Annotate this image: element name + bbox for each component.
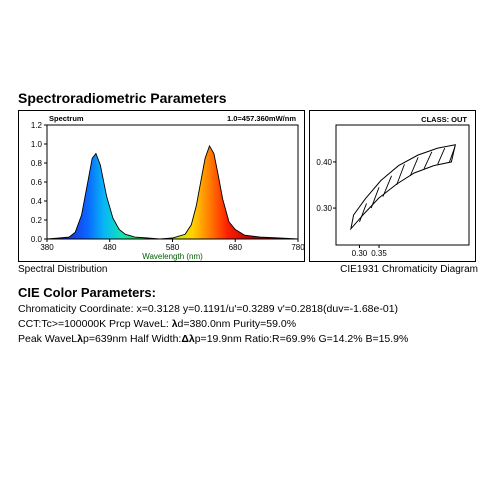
svg-text:1.0=457.360mW/nm: 1.0=457.360mW/nm xyxy=(227,114,296,123)
cie-params-block: Chromaticity Coordinate: x=0.3128 y=0.11… xyxy=(18,302,482,348)
spectrum-chart: 0.00.20.40.60.81.01.2380480580680780Wave… xyxy=(18,110,305,262)
svg-text:0.6: 0.6 xyxy=(31,178,43,187)
svg-text:380: 380 xyxy=(40,243,54,252)
svg-text:680: 680 xyxy=(229,243,243,252)
svg-text:1.0: 1.0 xyxy=(31,140,43,149)
svg-text:0.4: 0.4 xyxy=(31,197,43,206)
spectrum-caption: Spectral Distribution xyxy=(18,264,308,275)
param-line-1: Chromaticity Coordinate: x=0.3128 y=0.11… xyxy=(18,302,482,317)
svg-text:0.30: 0.30 xyxy=(316,204,332,213)
svg-text:0.35: 0.35 xyxy=(371,249,387,258)
param-line-2: CCT:Tc>=100000K Prcp WaveL: λd=380.0nm P… xyxy=(18,317,482,332)
svg-text:CLASS: OUT: CLASS: OUT xyxy=(421,115,467,124)
charts-row: 0.00.20.40.60.81.01.2380480580680780Wave… xyxy=(18,110,482,262)
svg-text:0.40: 0.40 xyxy=(316,158,332,167)
svg-text:0.8: 0.8 xyxy=(31,159,43,168)
cie-caption: CIE1931 Chromaticity Diagram xyxy=(308,264,478,275)
svg-text:580: 580 xyxy=(166,243,180,252)
svg-text:480: 480 xyxy=(103,243,117,252)
svg-text:0.30: 0.30 xyxy=(352,249,368,258)
svg-text:Spectrum: Spectrum xyxy=(49,114,84,123)
svg-text:Wavelength (nm): Wavelength (nm) xyxy=(142,252,203,261)
svg-text:1.2: 1.2 xyxy=(31,121,43,130)
cie-params-title: CIE Color Parameters: xyxy=(18,285,482,300)
param-line-3: Peak WaveLλp=639nm Half Width:Δλp=19.9nm… xyxy=(18,332,482,347)
svg-text:0.2: 0.2 xyxy=(31,216,43,225)
page-title: Spectroradiometric Parameters xyxy=(18,90,482,106)
svg-text:780: 780 xyxy=(291,243,304,252)
cie-chart: 0.300.350.300.40CLASS: OUT xyxy=(309,110,476,262)
caption-row: Spectral Distribution CIE1931 Chromatici… xyxy=(18,264,482,275)
